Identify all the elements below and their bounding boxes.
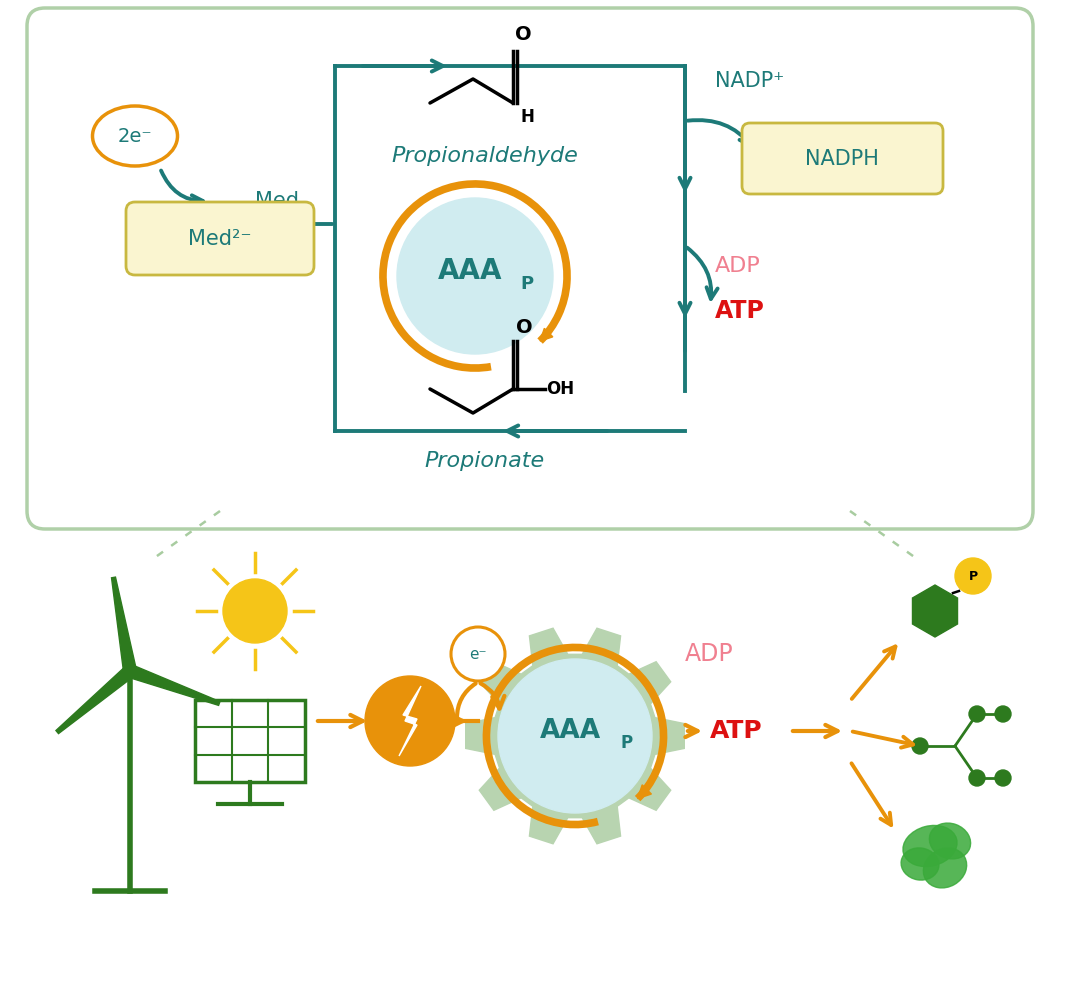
Polygon shape bbox=[465, 628, 685, 844]
Polygon shape bbox=[111, 577, 136, 672]
Text: ADP: ADP bbox=[685, 642, 733, 666]
Ellipse shape bbox=[93, 106, 177, 166]
FancyArrowPatch shape bbox=[450, 715, 462, 727]
FancyArrowPatch shape bbox=[688, 121, 751, 145]
Circle shape bbox=[365, 676, 455, 766]
Text: H: H bbox=[521, 108, 535, 126]
FancyBboxPatch shape bbox=[195, 700, 305, 782]
Circle shape bbox=[498, 659, 652, 813]
Text: 2e⁻: 2e⁻ bbox=[118, 126, 152, 145]
Text: Propionate: Propionate bbox=[424, 451, 545, 471]
FancyArrowPatch shape bbox=[687, 248, 717, 299]
Text: NADPH: NADPH bbox=[805, 148, 879, 168]
Text: Med²⁻: Med²⁻ bbox=[188, 228, 252, 248]
Polygon shape bbox=[913, 585, 958, 637]
Text: O: O bbox=[516, 318, 532, 337]
Text: NADP⁺: NADP⁺ bbox=[715, 71, 784, 91]
Circle shape bbox=[995, 770, 1011, 786]
Circle shape bbox=[451, 627, 505, 681]
FancyArrowPatch shape bbox=[481, 683, 504, 708]
Circle shape bbox=[912, 738, 928, 754]
Circle shape bbox=[222, 579, 287, 643]
Text: O: O bbox=[515, 25, 531, 44]
Circle shape bbox=[969, 706, 985, 722]
Text: ADP: ADP bbox=[715, 256, 760, 276]
Polygon shape bbox=[637, 785, 651, 799]
Circle shape bbox=[995, 706, 1011, 722]
Polygon shape bbox=[56, 666, 134, 734]
Text: P: P bbox=[521, 275, 534, 293]
Polygon shape bbox=[127, 665, 220, 705]
Ellipse shape bbox=[930, 823, 971, 859]
Ellipse shape bbox=[923, 848, 967, 887]
Circle shape bbox=[397, 198, 553, 354]
FancyBboxPatch shape bbox=[27, 8, 1032, 529]
Circle shape bbox=[123, 664, 137, 678]
Circle shape bbox=[955, 558, 991, 594]
Text: Propionaldehyde: Propionaldehyde bbox=[392, 146, 579, 166]
Text: e⁻: e⁻ bbox=[469, 646, 487, 661]
FancyBboxPatch shape bbox=[742, 123, 943, 194]
Circle shape bbox=[969, 770, 985, 786]
Text: AAA: AAA bbox=[539, 718, 600, 744]
Ellipse shape bbox=[901, 848, 939, 880]
Text: AAA: AAA bbox=[437, 257, 502, 285]
Polygon shape bbox=[399, 686, 421, 756]
Text: ATP: ATP bbox=[710, 719, 762, 743]
Text: P: P bbox=[621, 734, 633, 752]
Ellipse shape bbox=[903, 826, 957, 867]
FancyBboxPatch shape bbox=[126, 202, 314, 275]
FancyArrowPatch shape bbox=[161, 170, 203, 206]
Text: ATP: ATP bbox=[715, 299, 765, 323]
Text: P: P bbox=[969, 570, 977, 583]
Text: OH: OH bbox=[546, 380, 575, 398]
Polygon shape bbox=[540, 329, 553, 341]
FancyArrowPatch shape bbox=[457, 683, 475, 718]
Text: Med: Med bbox=[255, 191, 299, 211]
